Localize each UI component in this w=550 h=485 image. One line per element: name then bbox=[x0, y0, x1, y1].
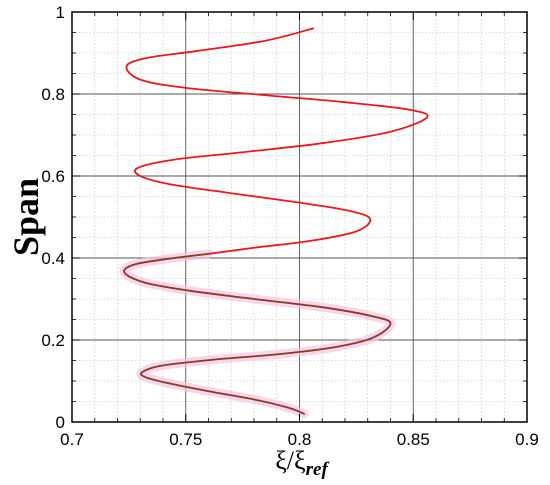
x-tick-label: 0.85 bbox=[397, 430, 430, 449]
lower-series-glow bbox=[119, 249, 395, 419]
x-axis-label: ξ/ξref bbox=[275, 446, 329, 480]
x-axis-label-main: ξ/ξ bbox=[275, 446, 305, 475]
series-group bbox=[123, 27, 429, 415]
y-tick-label: 0.4 bbox=[41, 249, 65, 268]
series-line-lower bbox=[123, 253, 392, 415]
x-tick-label: 0.75 bbox=[169, 430, 202, 449]
y-tick-label: 0.6 bbox=[41, 167, 65, 186]
grid bbox=[72, 12, 527, 422]
x-tick-label: 0.7 bbox=[60, 430, 84, 449]
y-tick-label: 0 bbox=[56, 413, 65, 432]
y-axis-label: Span bbox=[6, 178, 46, 256]
tick-marks bbox=[71, 11, 528, 423]
x-tick-labels: 0.7 0.75 0.8 0.85 0.9 bbox=[60, 430, 539, 449]
y-tick-labels: 0 0.2 0.4 0.6 0.8 1 bbox=[41, 3, 65, 432]
y-tick-label: 0.2 bbox=[41, 331, 65, 350]
series-line-upper bbox=[125, 27, 429, 255]
series-glow-line bbox=[119, 249, 395, 419]
x-axis-label-subscript: ref bbox=[306, 459, 330, 480]
y-tick-label: 1 bbox=[56, 3, 65, 22]
x-tick-label: 0.9 bbox=[515, 430, 539, 449]
y-tick-label: 0.8 bbox=[41, 85, 65, 104]
x-tick-label: 0.8 bbox=[288, 430, 312, 449]
